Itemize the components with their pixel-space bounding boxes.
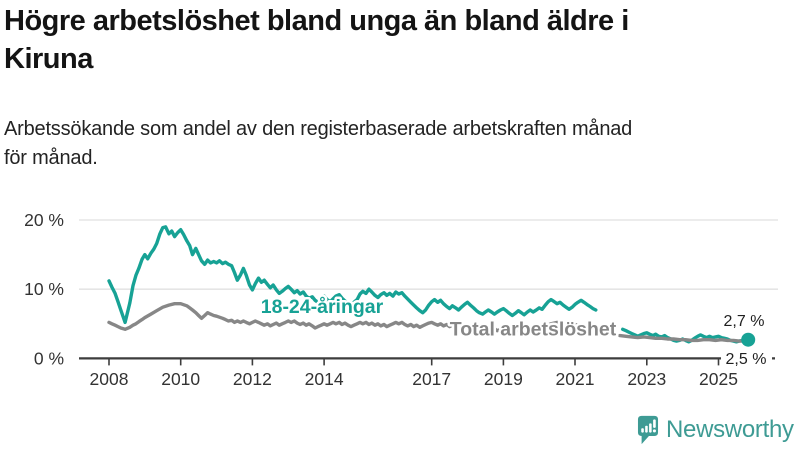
newsworthy-speech-bubble-icon bbox=[637, 415, 659, 444]
x-axis-tick-label: 2021 bbox=[556, 369, 595, 389]
newsworthy-logo-text: Newsworthy bbox=[666, 416, 794, 443]
y-axis-tick-label: 20 % bbox=[24, 210, 64, 230]
page-title: Högre arbetslöshet bland unga än bland ä… bbox=[4, 2, 794, 78]
end-value-label-0: 2,7 % bbox=[724, 313, 765, 330]
x-axis-tick-label: 2012 bbox=[233, 369, 272, 389]
chart-subtitle: Arbetssökande som andel av den registerb… bbox=[4, 115, 794, 173]
x-axis-tick-label: 2014 bbox=[305, 369, 344, 389]
logo-exclamation-dot bbox=[652, 428, 656, 432]
end-value-label-1: 2,5 % bbox=[726, 351, 767, 368]
title-line-2: Kiruna bbox=[4, 43, 93, 75]
x-axis-tick-label: 2017 bbox=[412, 369, 451, 389]
latest-value-dot bbox=[741, 332, 756, 347]
x-axis-tick-label: 2010 bbox=[161, 369, 200, 389]
series-label-0: 18-24-åringar bbox=[261, 295, 384, 318]
x-axis-tick-label: 2019 bbox=[484, 369, 523, 389]
series-line-1 bbox=[107, 302, 598, 334]
title-line-1: Högre arbetslöshet bland unga än bland ä… bbox=[4, 5, 629, 37]
series-label-1: Total arbetslöshet bbox=[450, 319, 617, 341]
y-axis-tick-label: 10 % bbox=[24, 279, 64, 299]
logo-bar-medium bbox=[645, 425, 648, 433]
subtitle-line-1: Arbetssökande som andel av den registerb… bbox=[4, 118, 633, 140]
y-axis-tick-label: 0 % bbox=[34, 348, 64, 368]
series-line-0 bbox=[107, 225, 598, 325]
newsworthy-logo: Newsworthy bbox=[637, 413, 794, 447]
x-axis-tick-label: 2008 bbox=[90, 369, 129, 389]
subtitle-line-2: för månad. bbox=[4, 147, 98, 169]
logo-bar-small bbox=[641, 427, 644, 433]
x-axis-tick-label: 2025 bbox=[699, 369, 738, 389]
logo-exclamation-stem bbox=[653, 418, 656, 428]
series-line-1 bbox=[618, 333, 750, 343]
logo-bar-tall bbox=[649, 422, 652, 433]
x-axis-tick-label: 2023 bbox=[627, 369, 666, 389]
end-label-background bbox=[721, 350, 772, 367]
